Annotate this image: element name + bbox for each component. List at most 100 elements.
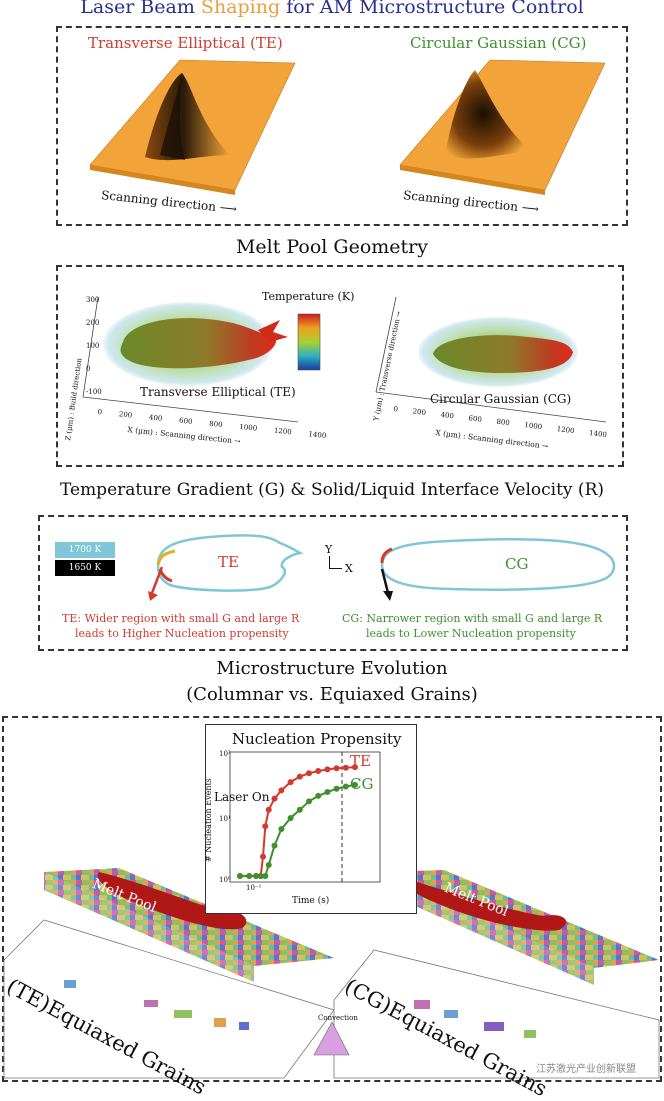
cg-pool-body	[433, 335, 573, 374]
y-tick-bottom: 10⁰	[219, 876, 231, 884]
tick: 200	[86, 319, 100, 327]
cg-beam-peak	[445, 70, 530, 159]
beam-cg-label: Circular Gaussian (CG)	[410, 34, 587, 52]
data-point-cg	[342, 783, 349, 790]
temperature-label: Temperature (K)	[262, 290, 355, 303]
ipf-color-triangle	[313, 1021, 350, 1056]
tick: 1000	[238, 422, 258, 433]
te-melt-pool-shape	[97, 872, 247, 930]
data-point-cg	[271, 842, 278, 849]
tick: 200	[412, 407, 427, 417]
legend-1650: 1650 K	[55, 560, 115, 576]
gradient-contours	[148, 534, 616, 601]
melt-pool-panel	[56, 265, 624, 467]
te-arrow-head	[148, 591, 158, 601]
te-beam-shadow	[160, 77, 185, 160]
laser-on-label: Laser On	[214, 790, 270, 804]
cg-y-axis	[375, 296, 397, 393]
series-cg-label: CG	[350, 775, 374, 793]
convection-label: Convection	[318, 1014, 358, 1022]
chart-title: Nucleation Propensity	[232, 730, 402, 748]
watermark: 江苏激光产业创新联盟	[536, 1064, 636, 1075]
te-explanation-1: TE: Wider region with small G and large …	[62, 612, 300, 625]
cg-explanation-1: CG: Narrower region with small G and lar…	[342, 612, 603, 625]
gradient-te-label: TE	[218, 553, 239, 571]
tick: 0	[393, 405, 399, 414]
te-grain-cluster	[64, 980, 76, 988]
data-point-te	[315, 768, 322, 775]
te-pool-tail	[258, 320, 288, 342]
tick: -100	[86, 388, 102, 396]
data-point-cg	[253, 873, 260, 879]
te-z-axis	[82, 296, 99, 398]
tick: 800	[495, 417, 511, 428]
temperature-colorbar	[297, 313, 321, 371]
tick: 200	[118, 410, 133, 420]
tick: 400	[440, 410, 455, 421]
gradient-heading: Temperature Gradient (G) & Solid/Liquid …	[59, 480, 605, 500]
te-grain-cluster	[174, 1010, 192, 1018]
nucleation-plot	[229, 751, 381, 883]
x-tick: 10⁻¹	[246, 884, 262, 892]
te-block-side	[44, 872, 254, 982]
tick: 0	[97, 408, 103, 417]
data-point-cg	[246, 873, 253, 879]
melt-pool-heading: Melt Pool Geometry	[235, 236, 429, 258]
cg-contour-hot	[380, 547, 393, 564]
data-point-te	[260, 853, 266, 860]
cg-beam-surface	[399, 59, 606, 195]
mp-te-label: Transverse Elliptical (TE)	[140, 385, 296, 399]
te-surface-side	[90, 165, 235, 195]
data-point-cg	[278, 826, 285, 833]
data-point-cg	[352, 781, 358, 788]
data-point-te	[333, 765, 340, 772]
title-part-a: Laser Beam	[80, 0, 195, 18]
te-gradient-arrow	[150, 566, 164, 594]
te-contour	[156, 534, 304, 592]
y-tick-top: 10²	[219, 750, 231, 758]
te-pool-body	[120, 318, 277, 369]
te-explanation-2: leads to Higher Nucleation propensity	[75, 627, 289, 640]
cg-arrow-head	[383, 591, 393, 601]
cg-grain-cluster	[524, 1030, 536, 1038]
data-point-te	[287, 779, 294, 786]
data-point-te	[265, 806, 272, 813]
micro-heading-1: Microstructure Evolution	[216, 658, 448, 679]
chart-ylabel: # Nucleation Events	[204, 778, 213, 862]
cg-explanation-2: leads to Lower Nucleation propensity	[366, 627, 576, 640]
beam-shape-panel	[56, 26, 628, 226]
mp-te-z-ticks: 300 200 100 0 -100	[86, 296, 102, 396]
tick: 600	[178, 416, 193, 426]
data-point-te	[278, 787, 285, 794]
data-point-te	[262, 823, 269, 830]
cg-domain-outline	[333, 949, 660, 1079]
mp-cg-label: Circular Gaussian (CG)	[430, 392, 572, 406]
grain-blocks	[3, 868, 660, 1079]
tick: 100	[86, 342, 100, 350]
data-point-cg	[296, 806, 303, 813]
axis-y-label: Y	[325, 543, 333, 556]
tick: 1400	[308, 430, 327, 440]
cg-grain-cluster	[444, 1010, 458, 1018]
tick: 800	[208, 419, 223, 430]
series-line-te	[240, 766, 356, 877]
cg-x-axis	[375, 391, 607, 423]
legend-1700: 1700 K	[55, 542, 115, 558]
main-title: Laser Beam Shaping for AM Microstructure…	[0, 0, 664, 18]
axis-corner	[329, 556, 342, 569]
te-grain-cluster	[214, 1018, 226, 1027]
y-tick-mid: 10¹	[219, 815, 231, 823]
data-point-te	[271, 795, 278, 802]
data-point-te	[324, 766, 331, 773]
data-point-te	[306, 770, 312, 777]
data-point-cg	[306, 798, 312, 805]
title-part-b: Shaping	[200, 0, 281, 18]
data-point-cg	[257, 873, 264, 879]
series-te-label: TE	[350, 752, 371, 770]
te-contour-inner	[156, 549, 176, 566]
title-part-c: for AM Microstructure Control	[286, 0, 584, 18]
beam-te-label: Transverse Elliptical (TE)	[88, 34, 283, 52]
data-point-te	[342, 764, 349, 771]
cg-surface-side	[400, 165, 545, 195]
cg-gradient-arrow	[380, 568, 390, 594]
